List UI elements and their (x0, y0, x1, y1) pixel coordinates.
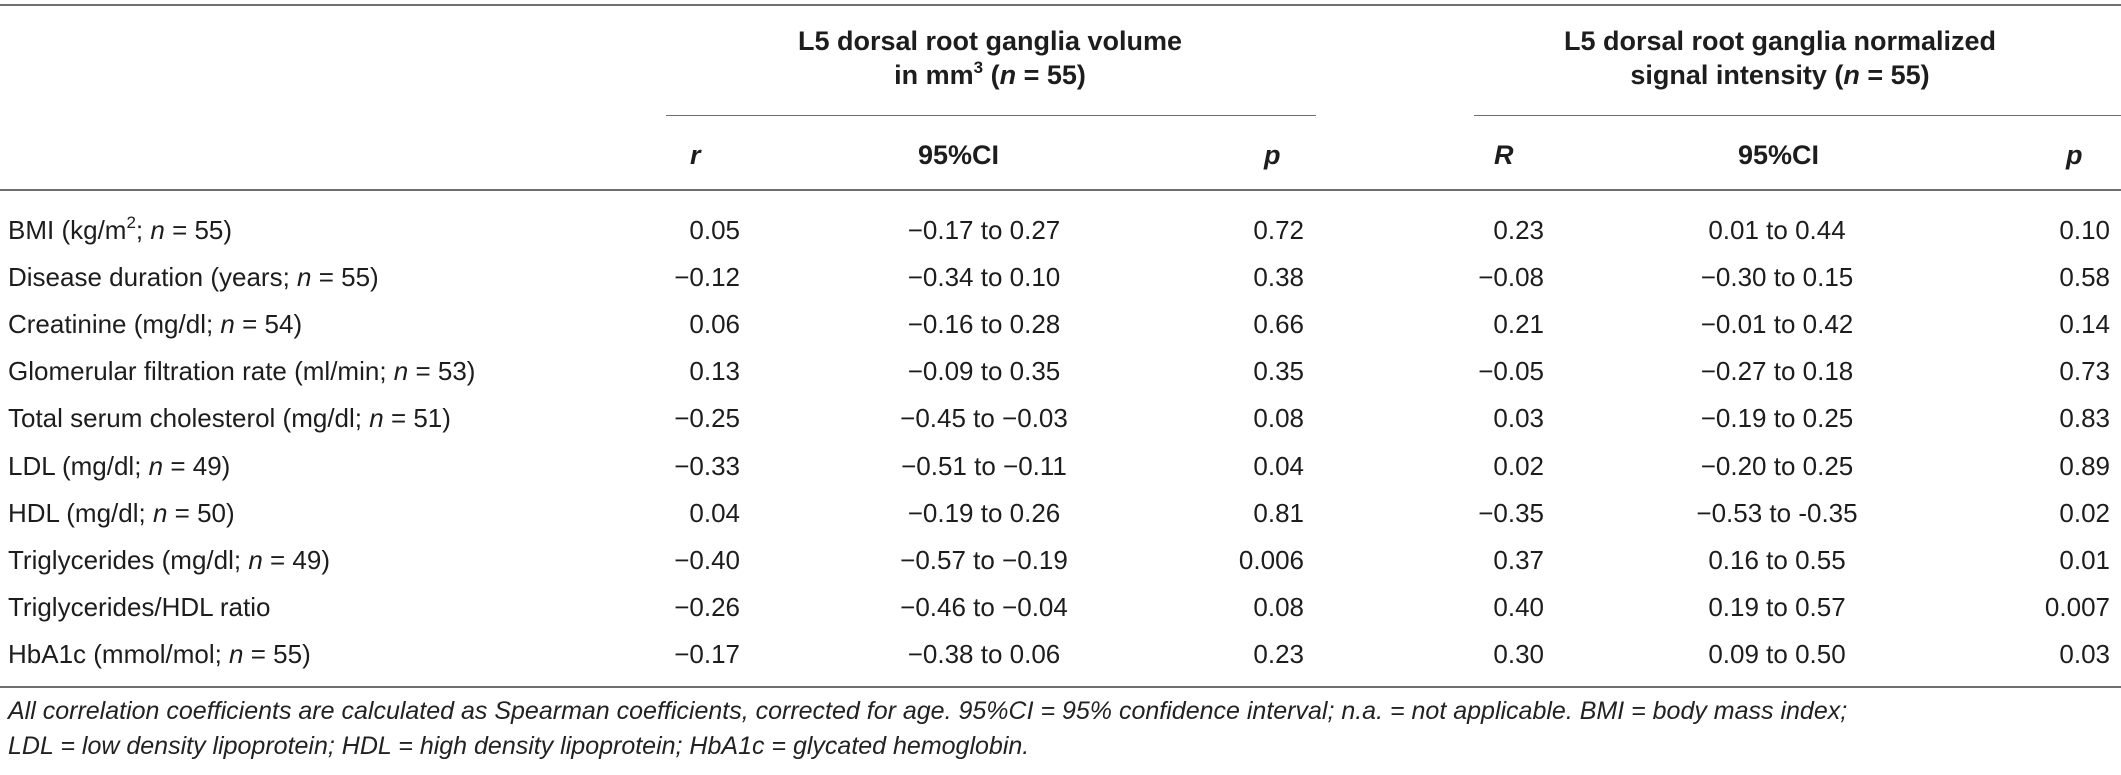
cell-p1: 0.72 (1253, 215, 1304, 245)
row-label: Triglycerides/HDL ratio (8, 592, 271, 622)
cell-R: −0.05 (1478, 356, 1544, 386)
cell-p2: 0.14 (2059, 309, 2110, 339)
cell-R: 0.21 (1493, 309, 1544, 339)
cell-ci2: −0.01 to 0.42 (1700, 309, 1854, 339)
cell-R: 0.30 (1493, 639, 1544, 669)
group-rule-signal (1474, 115, 2121, 116)
cell-r: −0.26 (674, 592, 740, 622)
cell-R: 0.03 (1493, 403, 1544, 433)
row-label: HbA1c (mmol/mol; n = 55) (8, 639, 311, 669)
col-header-p2: p (2066, 140, 2083, 170)
row-label: BMI (kg/m2; n = 55) (8, 213, 233, 245)
cell-p2: 0.03 (2059, 639, 2110, 669)
group-header-signal-line2: signal intensity (n = 55) (1630, 60, 1930, 90)
cell-ci2: 0.01 to 0.44 (1708, 215, 1846, 245)
cell-p1: 0.08 (1253, 403, 1304, 433)
cell-R: −0.08 (1478, 262, 1544, 292)
cell-r: 0.13 (689, 356, 740, 386)
cell-p1: 0.04 (1253, 451, 1304, 481)
cell-r: −0.12 (674, 262, 740, 292)
cell-ci1: −0.38 to 0.06 (907, 639, 1061, 669)
cell-r: −0.17 (674, 639, 740, 669)
footnote-line1: All correlation coefficients are calcula… (8, 697, 1848, 725)
cell-ci2: −0.27 to 0.18 (1700, 356, 1854, 386)
col-header-ci1: 95%CI (918, 140, 1000, 170)
row-label: LDL (mg/dl; n = 49) (8, 451, 231, 481)
cell-ci2: −0.19 to 0.25 (1700, 403, 1854, 433)
cell-r: −0.33 (674, 451, 740, 481)
cell-r: −0.40 (674, 545, 740, 575)
cell-ci1: −0.57 to −0.19 (900, 545, 1068, 575)
cell-p1: 0.35 (1253, 356, 1304, 386)
header-rule (0, 189, 2121, 191)
col-header-ci2: 95%CI (1738, 140, 1820, 170)
cell-R: 0.40 (1493, 592, 1544, 622)
group-header-signal: L5 dorsal root ganglia normalized signal… (1470, 24, 2090, 92)
group-header-volume-line1: L5 dorsal root ganglia volume (797, 26, 1183, 56)
cell-R: 0.23 (1493, 215, 1544, 245)
cell-p2: 0.02 (2059, 498, 2110, 528)
cell-ci1: −0.51 to −0.11 (901, 451, 1067, 481)
cell-p1: 0.81 (1253, 498, 1304, 528)
cell-p2: 0.10 (2059, 215, 2110, 245)
row-label: Total serum cholesterol (mg/dl; n = 51) (8, 403, 451, 433)
cell-r: 0.06 (689, 309, 740, 339)
group-header-signal-line1: L5 dorsal root ganglia normalized (1563, 26, 1997, 56)
cell-ci2: 0.19 to 0.57 (1708, 592, 1846, 622)
col-header-p1: p (1264, 140, 1281, 170)
cell-ci2: −0.20 to 0.25 (1700, 451, 1854, 481)
cell-ci2: 0.09 to 0.50 (1708, 639, 1846, 669)
cell-p2: 0.73 (2059, 356, 2110, 386)
cell-ci1: −0.16 to 0.28 (907, 309, 1061, 339)
col-header-r: r (690, 140, 701, 170)
cell-p2: 0.89 (2059, 451, 2110, 481)
cell-r: 0.05 (689, 215, 740, 245)
cell-p2: 0.83 (2059, 403, 2110, 433)
cell-p2: 0.58 (2059, 262, 2110, 292)
bottom-rule (0, 686, 2121, 688)
cell-ci2: −0.53 to -0.35 (1696, 498, 1858, 528)
row-label: HDL (mg/dl; n = 50) (8, 498, 235, 528)
cell-p1: 0.66 (1253, 309, 1304, 339)
cell-ci2: 0.16 to 0.55 (1708, 545, 1846, 575)
cell-R: 0.37 (1493, 545, 1544, 575)
cell-ci1: −0.46 to −0.04 (900, 592, 1068, 622)
group-header-volume-line2: in mm3 (n = 55) (894, 58, 1086, 90)
cell-p1: 0.23 (1253, 639, 1304, 669)
group-header-volume: L5 dorsal root ganglia volume in mm3 (n … (662, 24, 1318, 92)
cell-p2: 0.01 (2059, 545, 2110, 575)
group-rule-volume (666, 115, 1316, 116)
cell-ci1: −0.45 to −0.03 (900, 403, 1068, 433)
cell-p2: 0.007 (2044, 592, 2110, 622)
row-label: Triglycerides (mg/dl; n = 49) (8, 545, 330, 575)
cell-R: 0.02 (1493, 451, 1544, 481)
col-header-R: R (1494, 140, 1514, 170)
cell-r: −0.25 (674, 403, 740, 433)
cell-R: −0.35 (1478, 498, 1544, 528)
row-label: Creatinine (mg/dl; n = 54) (8, 309, 303, 339)
cell-p1: 0.08 (1253, 592, 1304, 622)
cell-ci2: −0.30 to 0.15 (1700, 262, 1854, 292)
top-rule (0, 4, 2121, 6)
cell-r: 0.04 (689, 498, 740, 528)
cell-ci1: −0.09 to 0.35 (907, 356, 1061, 386)
cell-ci1: −0.34 to 0.10 (907, 262, 1061, 292)
footnote-line2: LDL = low density lipoprotein; HDL = hig… (8, 732, 1030, 760)
row-label: Disease duration (years; n = 55) (8, 262, 379, 292)
cell-ci1: −0.19 to 0.26 (907, 498, 1061, 528)
cell-ci1: −0.17 to 0.27 (907, 215, 1061, 245)
row-label: Glomerular filtration rate (ml/min; n = … (8, 356, 476, 386)
cell-p1: 0.006 (1238, 545, 1304, 575)
cell-p1: 0.38 (1253, 262, 1304, 292)
